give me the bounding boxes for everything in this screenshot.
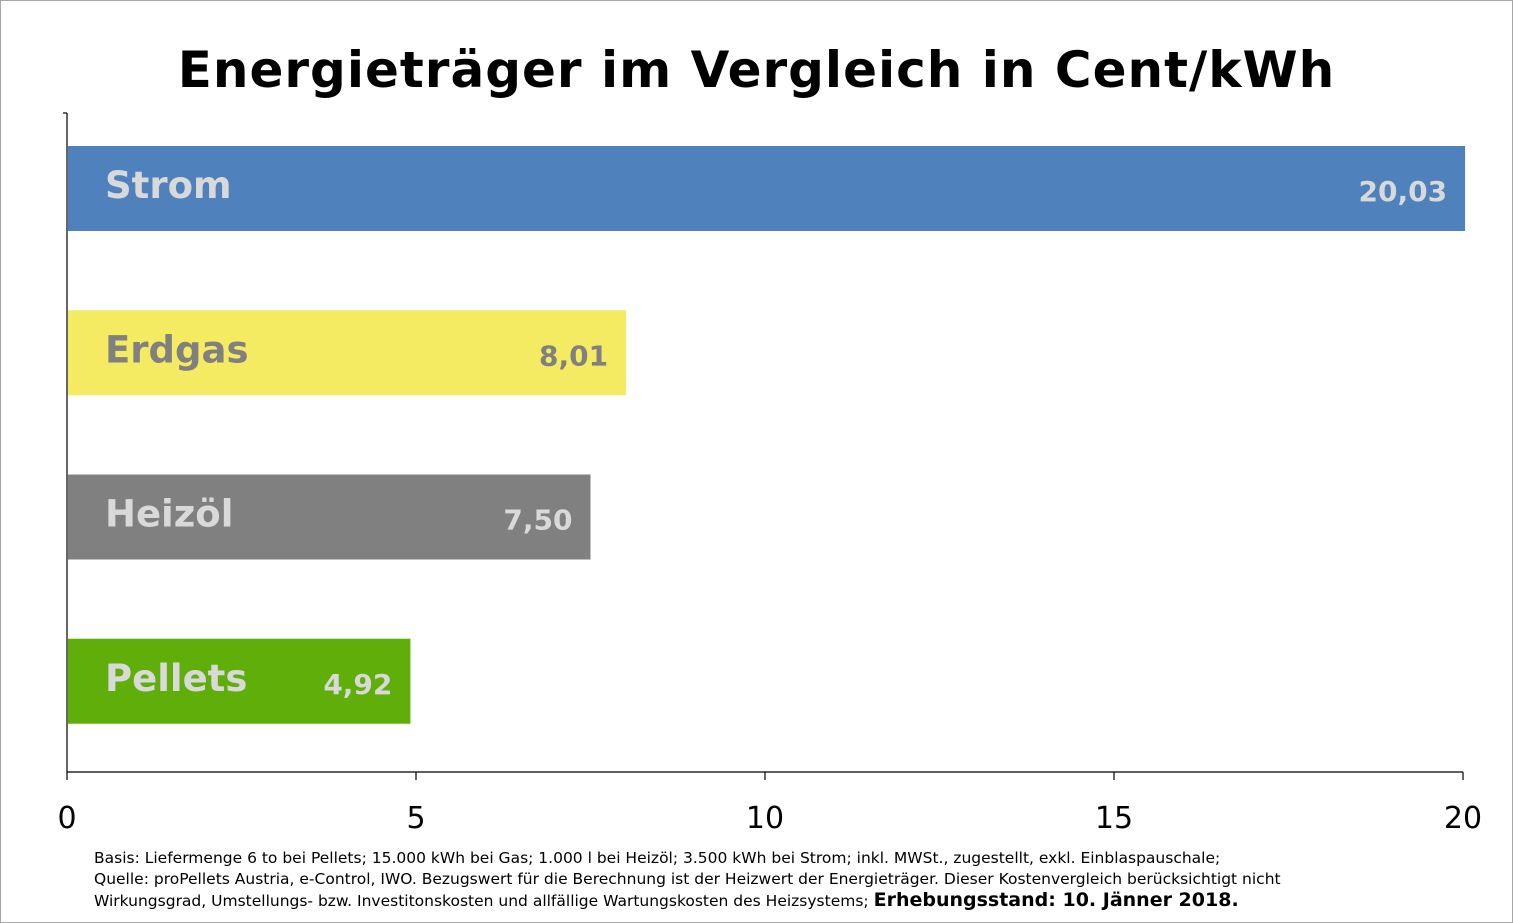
bar-strom xyxy=(68,146,1466,231)
category-label: Erdgas xyxy=(105,328,248,371)
x-tick-label: 0 xyxy=(57,801,76,836)
bar-heizöl xyxy=(68,474,591,560)
data-label: 7,50 xyxy=(503,504,572,537)
category-label: Pellets xyxy=(105,657,247,700)
footnote-line-3: Wirkungsgrad, Umstellungs- bzw. Investit… xyxy=(94,890,1281,912)
bar-pellets xyxy=(68,638,411,724)
chart-title: Energieträger im Vergleich in Cent/kWh xyxy=(177,41,1336,99)
bar-erdgas xyxy=(68,310,627,396)
category-label: Heizöl xyxy=(105,493,233,536)
data-label: 20,03 xyxy=(1359,175,1448,208)
footnote-line-1: Basis: Liefermenge 6 to bei Pellets; 15.… xyxy=(94,849,1221,867)
x-tick-label: 5 xyxy=(406,801,425,836)
survey-date: Erhebungsstand: 10. Jänner 2018. xyxy=(873,889,1239,911)
x-tick-label: 10 xyxy=(746,801,784,836)
footnote-line-2: Quelle: proPellets Austria, e-Control, I… xyxy=(94,870,1281,888)
x-tick-label: 15 xyxy=(1095,801,1133,836)
footnote: Basis: Liefermenge 6 to bei Pellets; 15.… xyxy=(94,848,1281,912)
category-label: Strom xyxy=(105,164,232,207)
footnote-line-3-text: Wirkungsgrad, Umstellungs- bzw. Investit… xyxy=(94,892,869,910)
data-label: 4,92 xyxy=(323,668,392,701)
x-tick-label: 20 xyxy=(1444,801,1482,836)
data-label: 8,01 xyxy=(539,339,608,372)
